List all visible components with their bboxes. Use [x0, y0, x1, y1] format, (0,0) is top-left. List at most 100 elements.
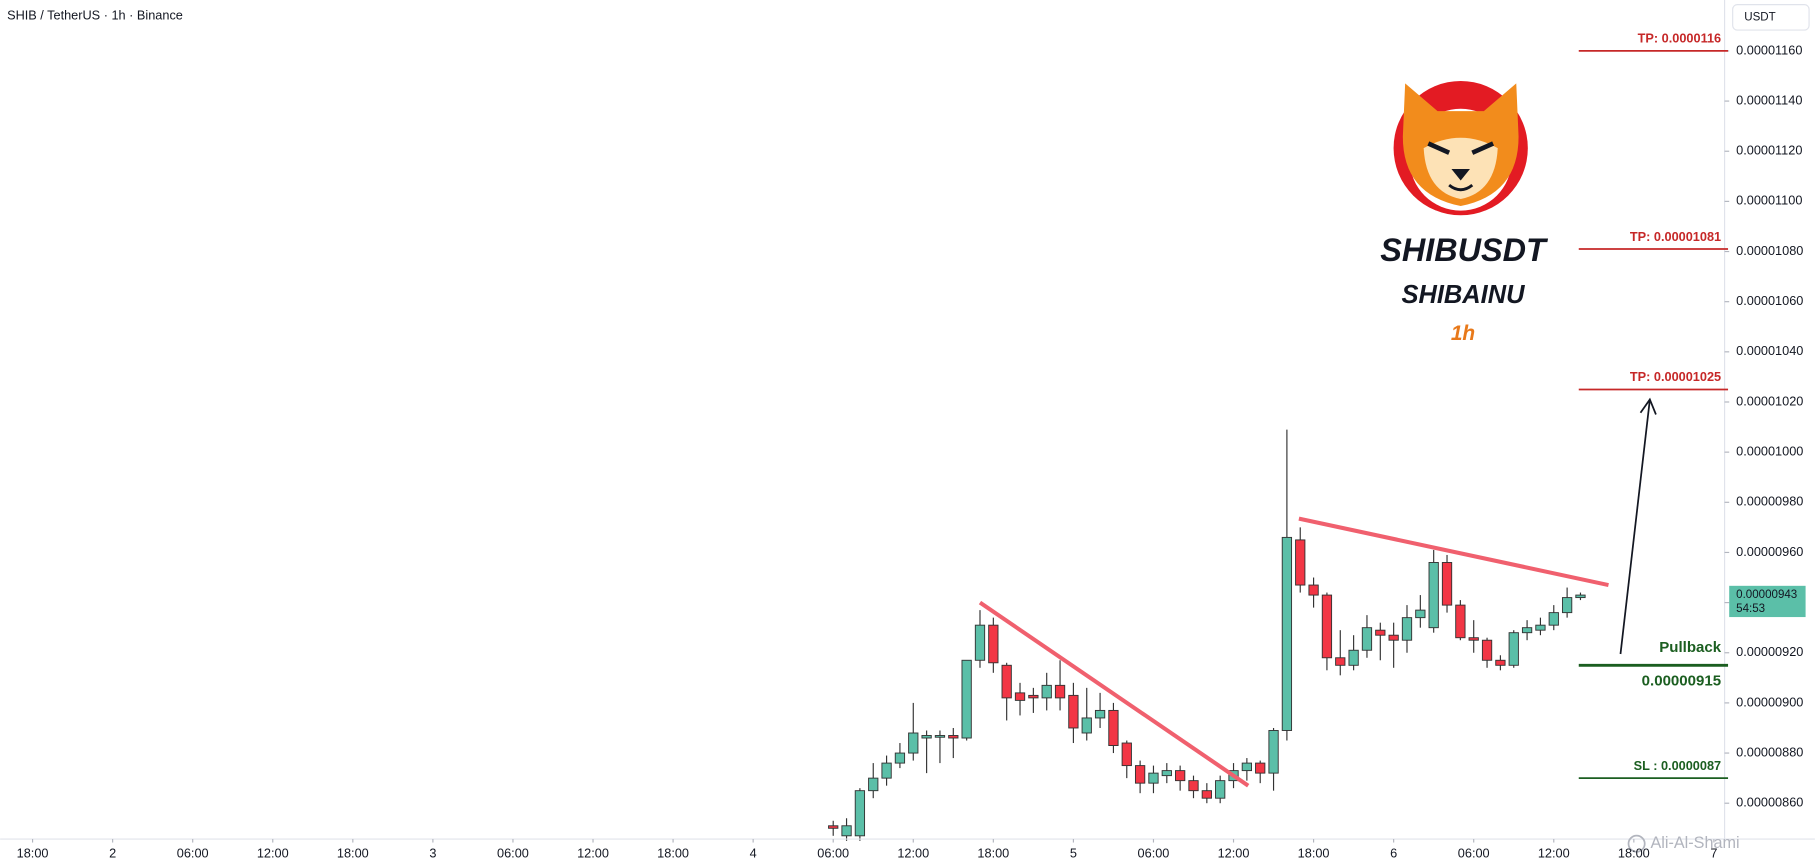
x-tick-label: 12:00	[257, 845, 289, 860]
level-value-label: 0.00000915	[1642, 672, 1721, 689]
candle-body	[1014, 692, 1026, 701]
candle-body	[1054, 684, 1066, 699]
x-tick-label: 12:00	[897, 845, 929, 860]
candle-body	[948, 735, 959, 739]
candle-body	[1561, 597, 1573, 614]
candle-body	[934, 735, 946, 738]
candle-body	[1455, 604, 1466, 639]
candle-body	[1535, 624, 1546, 631]
trend-line	[978, 600, 1250, 788]
x-tick-label: 18:00	[17, 845, 49, 860]
candle-body	[1321, 594, 1333, 659]
y-tick-label: 0.00001100	[1736, 193, 1802, 208]
symbol-label: SHIBUSDT	[1380, 232, 1549, 268]
y-tick-label: 0.00001140	[1736, 92, 1802, 107]
candle-body	[1215, 780, 1226, 799]
logo-face	[1423, 137, 1498, 200]
current-price-box	[1729, 585, 1806, 618]
y-tick-label: 0.00000960	[1736, 544, 1803, 559]
candle-body	[1148, 772, 1159, 784]
x-tick-label: 5	[1070, 845, 1077, 860]
candle-body	[1508, 632, 1519, 666]
arrow-head	[1639, 397, 1657, 415]
chart-title: SHIB / TetherUS · 1h · Binance	[7, 8, 183, 23]
candle-body	[1175, 770, 1186, 782]
x-tick-label: 18:00	[657, 845, 689, 860]
y-tick-label: 0.00001080	[1736, 243, 1803, 258]
candle-body	[868, 777, 879, 792]
candle-body	[1521, 627, 1533, 634]
logo-eyes	[1427, 141, 1495, 155]
candle-body	[1348, 649, 1359, 666]
y-tick-label: 0.00000900	[1736, 694, 1803, 709]
candle-body	[1575, 594, 1586, 599]
x-tick-label: 2	[109, 845, 116, 860]
watermark-icon	[1627, 834, 1646, 853]
x-tick-label: 4	[750, 845, 757, 860]
interval-label: 1h	[1451, 322, 1475, 345]
x-tick-label: 18:00	[977, 845, 1009, 860]
candle-body	[854, 790, 866, 837]
candle-body	[1401, 617, 1413, 641]
candle-body	[1281, 536, 1293, 731]
candle-body	[1201, 790, 1212, 799]
candle-body	[828, 825, 839, 829]
y-tick-label: 0.00000980	[1736, 494, 1803, 509]
countdown-label: 54:53	[1736, 603, 1765, 615]
y-tick-label: 0.00000880	[1736, 744, 1803, 759]
candle-body	[1295, 539, 1306, 586]
x-tick-label: 12:00	[1218, 845, 1250, 860]
candle-body	[894, 752, 906, 764]
candle-body	[921, 735, 932, 739]
candle-body	[1068, 694, 1079, 729]
currency-label[interactable]: USDT	[1744, 11, 1775, 23]
candle-body	[1255, 762, 1266, 774]
candle-body	[1094, 709, 1106, 719]
x-tick-label: 12:00	[1538, 845, 1570, 860]
candle-body	[1495, 659, 1506, 666]
candle-body	[1108, 709, 1119, 746]
x-tick-label: 06:00	[1138, 845, 1170, 860]
name-label: SHIBAINU	[1402, 281, 1526, 309]
candle-body	[881, 762, 892, 779]
candle-body	[1241, 762, 1253, 772]
plot-area	[828, 429, 1609, 841]
candle-body	[1081, 717, 1092, 734]
candle-body	[1188, 780, 1199, 792]
level-label: TP: 0.00001081	[1630, 229, 1721, 244]
candle-body	[1415, 609, 1426, 619]
candle-body	[988, 624, 999, 664]
candle-body	[974, 624, 986, 661]
level-label: SL : 0.0000087	[1634, 758, 1721, 773]
x-tick-label: 06:00	[497, 845, 529, 860]
candle-body	[1121, 742, 1132, 767]
logo-nose	[1451, 168, 1470, 181]
y-tick-label: 0.00001020	[1736, 393, 1803, 408]
watermark: Ali-Al-Shami	[1651, 834, 1740, 852]
candle-body	[1548, 612, 1559, 626]
y-tick-label: 0.00001040	[1736, 343, 1803, 358]
level-label: TP: 0.0000116	[1638, 31, 1721, 46]
candle-body	[1268, 730, 1279, 774]
candle-body	[1335, 657, 1346, 666]
level-label: Pullback	[1659, 639, 1721, 656]
y-tick-label: 0.00001000	[1736, 444, 1803, 459]
x-tick-label: 06:00	[177, 845, 209, 860]
currency-button[interactable]	[1732, 4, 1810, 31]
x-tick-label: 6	[1390, 845, 1397, 860]
candle-body	[841, 825, 852, 837]
candle-body	[1428, 562, 1439, 629]
x-tick-label: 18:00	[1618, 845, 1650, 860]
candle-body	[1468, 637, 1479, 641]
current-price-label: 0.00000943	[1736, 589, 1797, 601]
candle-body	[1388, 634, 1399, 641]
x-tick-label: 7	[1710, 845, 1717, 860]
candle-body	[1161, 770, 1172, 777]
level-label: TP: 0.00001025	[1630, 369, 1721, 384]
candle-body	[1041, 684, 1052, 699]
candle-body	[1361, 627, 1373, 651]
y-tick-label: 0.00001060	[1736, 293, 1803, 308]
